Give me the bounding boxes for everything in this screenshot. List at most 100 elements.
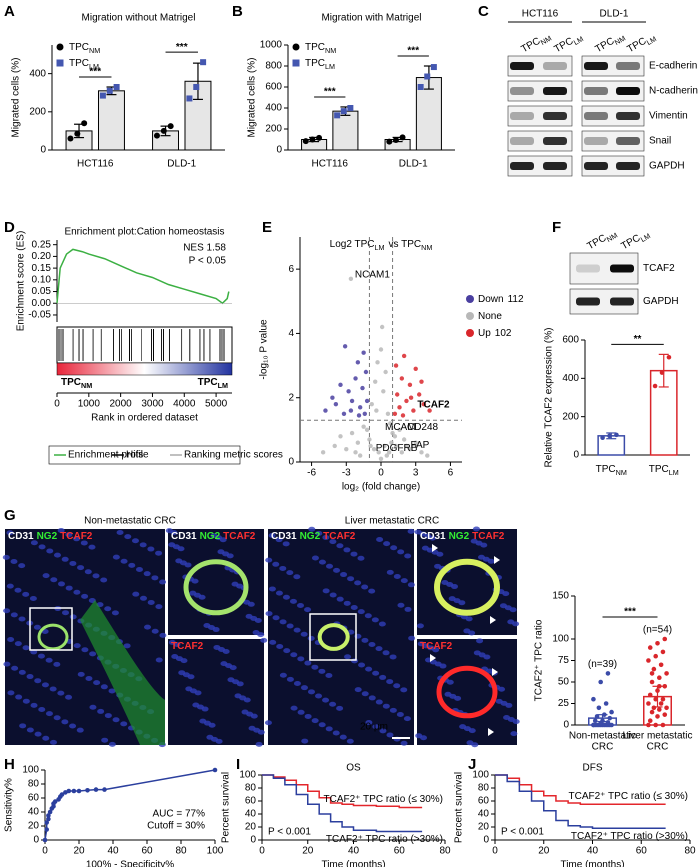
x-axis-label: Rank in ordered dataset (91, 413, 198, 424)
nucleus (507, 619, 515, 625)
nucleus (407, 582, 415, 588)
lane-label: TPCLM (619, 227, 652, 254)
nucleus (14, 587, 22, 593)
point (67, 135, 74, 142)
channel: CD31 (271, 531, 297, 542)
nucleus (364, 613, 372, 619)
nucleus (19, 723, 27, 729)
point (379, 324, 385, 330)
nucleus (275, 537, 283, 543)
nucleus (62, 610, 70, 616)
point (338, 382, 343, 388)
y-axis-label: Relative TCAF2 expression (%) (544, 328, 555, 468)
nucleus (407, 528, 415, 534)
nucleus (45, 711, 53, 717)
chart-title: Enrichment plot:Cation homeostasis (64, 227, 224, 238)
group-label-main: TPC (61, 377, 81, 388)
channel: CD31 (8, 531, 34, 542)
micrograph-title: Liver metastatic CRC (345, 516, 439, 527)
y-tick-label: 60 (28, 793, 40, 804)
nucleus (227, 677, 235, 683)
y-tick-label: 0 (33, 835, 39, 846)
annotation: NES 1.58 (183, 243, 226, 254)
y-tick-label: 25 (558, 698, 570, 709)
point (430, 64, 437, 71)
y-tick-label: 60 (478, 796, 490, 807)
point (355, 360, 361, 365)
nucleus (45, 657, 53, 663)
lane-label: TPCLM (552, 30, 585, 57)
nucleus (329, 592, 337, 598)
y-tick-label: 80 (478, 783, 490, 794)
nucleus (368, 642, 376, 648)
nucleus (297, 656, 305, 662)
nucleus (499, 603, 507, 609)
point (605, 720, 611, 725)
point (378, 347, 384, 352)
point (419, 450, 424, 455)
point (52, 799, 58, 804)
scale-label: 20 μm (360, 722, 388, 733)
x-tick-label: 6 (448, 468, 454, 479)
point (647, 718, 653, 723)
nucleus (100, 577, 108, 583)
nucleus (155, 657, 163, 663)
channel: NG2 (300, 531, 321, 542)
nucleus (85, 676, 93, 682)
point (348, 276, 354, 281)
band (616, 87, 640, 95)
point (651, 666, 657, 672)
legend-name: Up (478, 328, 491, 339)
annotation: P < 0.05 (189, 256, 227, 267)
point (167, 123, 174, 130)
y-tick-label: 800 (265, 61, 282, 72)
nucleus (147, 546, 155, 552)
nucleus (10, 612, 18, 618)
arrowhead (494, 556, 500, 564)
nucleus (297, 709, 305, 715)
arrowhead (430, 654, 436, 662)
panel-letter: E (262, 219, 272, 236)
nucleus (30, 702, 38, 708)
point (106, 87, 113, 94)
nucleus (350, 604, 358, 610)
vessel (434, 558, 500, 616)
nucleus (434, 563, 442, 569)
y-tick-label: 0 (563, 720, 569, 731)
nucleus (260, 637, 268, 643)
legend-marker (292, 59, 300, 67)
y-tick-label: 150 (552, 591, 569, 602)
nucleus (386, 679, 394, 685)
x-tick-label: TPCNM (596, 464, 627, 478)
legend-marker (466, 295, 474, 303)
nucleus (322, 535, 330, 541)
annotation: AUC = 77% (152, 809, 205, 820)
nucleus (116, 529, 124, 535)
channel: NG2 (37, 531, 58, 542)
band (510, 112, 534, 120)
band (616, 62, 640, 70)
channel: NG2 (200, 531, 221, 542)
nucleus (97, 708, 105, 714)
nucleus (3, 661, 11, 667)
panel-letter: J (468, 756, 476, 773)
nucleus (185, 686, 193, 692)
nucleus (77, 671, 85, 677)
point (657, 707, 662, 712)
panel-letter: H (4, 756, 15, 773)
y-tick-label: 40 (245, 809, 257, 820)
nucleus (336, 596, 344, 602)
point (655, 641, 660, 646)
x-axis-label: log₂ (fold change) (342, 482, 420, 493)
nucleus (322, 588, 330, 594)
nucleus (272, 615, 280, 621)
nucleus (361, 584, 369, 590)
nucleus (41, 682, 49, 688)
point (102, 787, 107, 792)
x-tick-label: Non-metastatic (569, 731, 636, 742)
nucleus (18, 669, 26, 675)
blot-panel (581, 80, 645, 102)
y-tick-label: 0 (483, 835, 489, 846)
band (584, 87, 608, 95)
nucleus (268, 586, 276, 592)
